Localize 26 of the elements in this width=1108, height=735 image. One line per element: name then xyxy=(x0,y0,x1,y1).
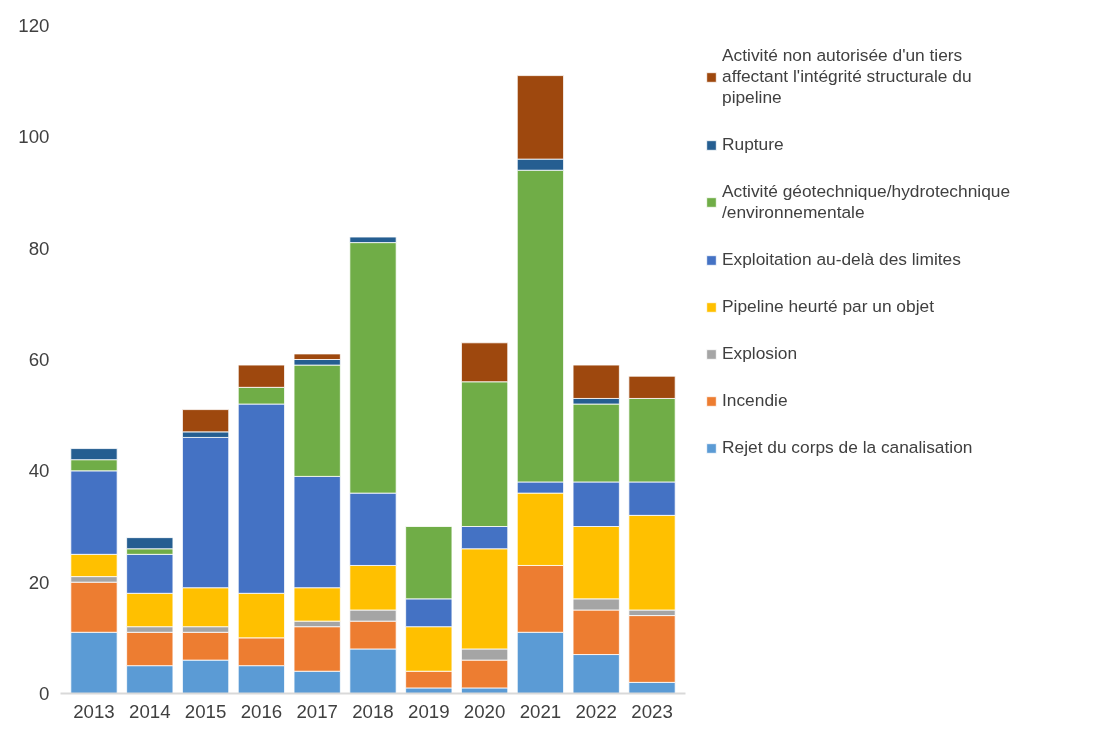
x-tick-label: 2017 xyxy=(296,700,338,722)
x-tick-label: 2023 xyxy=(631,700,673,722)
x-tick-label: 2014 xyxy=(129,700,171,722)
legend-label: Pipeline heurté par un objet xyxy=(722,296,934,317)
y-tick-label: 100 xyxy=(18,126,50,148)
x-tick-label: 2016 xyxy=(240,700,283,722)
legend-label: Rejet du corps de la canalisation xyxy=(722,437,973,458)
y-tick-label: 60 xyxy=(28,349,50,370)
x-tick-label: 2019 xyxy=(408,700,450,722)
legend-label: Exploitation au-delà des limites xyxy=(722,249,961,270)
y-tick-label: 0 xyxy=(39,683,50,704)
x-tick-label: 2022 xyxy=(575,700,617,722)
legend-label: Activité géotechnique/hydrotechnique /environnementale xyxy=(722,181,1011,223)
x-tick-label: 2013 xyxy=(73,700,115,722)
y-tick-label: 40 xyxy=(28,460,50,482)
y-tick-label: 120 xyxy=(18,15,50,36)
x-tick-label: 2021 xyxy=(519,700,562,722)
y-tick-label: 80 xyxy=(28,237,50,259)
legend-label: Rupture xyxy=(722,134,784,155)
legend-label: Activité non autorisée d'un tiers affectant l'intégrité structurale du pipeline xyxy=(722,45,972,108)
x-tick-label: 2018 xyxy=(352,700,394,722)
x-tick-label: 2020 xyxy=(463,700,506,722)
legend-label: Incendie xyxy=(722,390,788,411)
y-tick-label: 20 xyxy=(28,571,50,593)
x-tick-label: 2015 xyxy=(184,700,227,722)
legend-label: Explosion xyxy=(722,343,798,364)
